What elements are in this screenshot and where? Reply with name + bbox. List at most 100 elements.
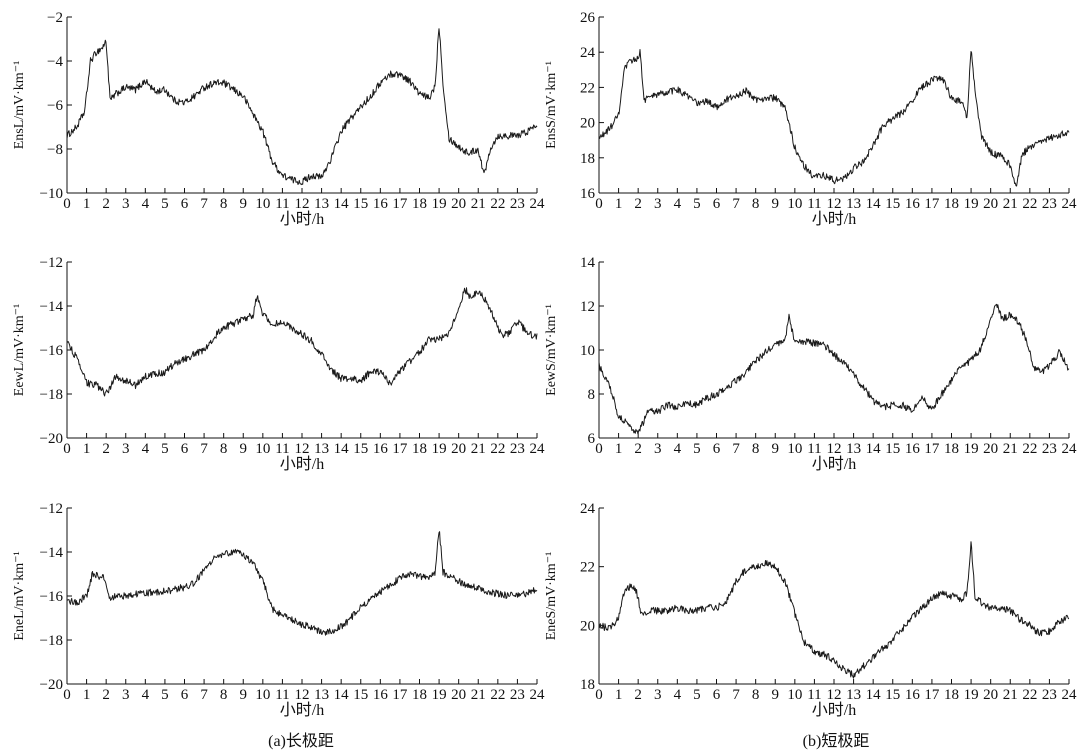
x-tick-label: 4 [142,441,150,457]
x-tick-label: 22 [1022,441,1037,457]
x-tick-label: 7 [200,441,208,457]
y-tick-label: −20 [40,431,63,447]
x-tick-label: 10 [787,441,802,457]
x-tick-label: 24 [530,441,546,457]
x-tick-label: 19 [432,441,447,457]
x-tick-label: 21 [1003,441,1018,457]
y-tick-label: 22 [580,80,595,96]
x-tick-label: 12 [827,687,842,703]
y-tick-label: 20 [580,618,595,634]
y-tick-label: −16 [40,589,64,605]
x-tick-label: 23 [1042,196,1057,212]
x-tick-label: 11 [807,687,821,703]
x-axis-title: 小时/h [280,701,324,719]
x-tick-label: 17 [924,687,940,703]
y-tick-label: 26 [580,10,596,26]
x-tick-label: 23 [1042,441,1057,457]
x-tick-label: 10 [255,196,270,212]
x-tick-label: 1 [83,196,91,212]
x-tick-label: 3 [654,196,662,212]
x-tick-label: 0 [63,687,71,703]
x-tick-label: 16 [905,196,921,212]
x-tick-label: 17 [924,196,940,212]
y-axis-title: EnsL/mV·km⁻¹ [12,61,27,150]
x-tick-label: 21 [1003,687,1018,703]
chart-eewl: −20−18−16−14−120 1 2 3 4 5 6 7 8 9 10 11 12 13 14 15 16 1… [12,255,545,473]
x-tick-label: 3 [654,441,662,457]
series-line [66,28,538,186]
x-tick-label: 19 [964,196,979,212]
x-tick-label: 21 [471,687,486,703]
x-tick-label: 22 [1022,687,1037,703]
x-tick-label: 14 [866,687,882,703]
x-tick-label: 5 [161,196,169,212]
y-tick-label: 20 [580,116,595,132]
x-axis-title: 小时/h [812,701,856,719]
x-tick-label: 4 [674,441,682,457]
x-tick-label: 6 [713,196,721,212]
x-tick-label: 17 [392,441,408,457]
x-tick-label: 7 [732,196,740,212]
x-tick-label: 8 [220,687,228,703]
x-tick-label: 2 [102,196,110,212]
x-tick-label: 14 [334,687,350,703]
x-tick-label: 23 [510,687,525,703]
x-tick-label: 4 [674,196,682,212]
x-tick-label: 8 [220,441,228,457]
x-tick-label: 1 [615,687,623,703]
y-tick-label: 22 [580,560,595,576]
x-tick-label: 22 [490,196,505,212]
x-tick-label: 18 [944,441,959,457]
x-tick-label: 9 [240,687,248,703]
x-tick-label: 6 [181,196,189,212]
y-tick-label: −14 [40,299,64,315]
x-tick-label: 22 [490,441,505,457]
y-tick-label: −2 [47,10,63,26]
chart-enel: −20−18−16−14−120 1 2 3 4 5 6 7 8 9 10 11 12 13 14 15 16 1… [12,501,545,719]
x-tick-label: 1 [615,441,623,457]
x-tick-label: 15 [353,687,368,703]
x-tick-label: 1 [615,196,623,212]
y-tick-label: 24 [580,45,596,61]
x-tick-label: 15 [885,687,900,703]
x-tick-label: 6 [181,441,189,457]
x-axis-title: 小时/h [812,455,856,473]
x-tick-label: 13 [314,441,329,457]
x-tick-label: 9 [772,441,780,457]
x-tick-label: 0 [595,687,603,703]
x-tick-label: 13 [846,441,861,457]
y-tick-label: 18 [580,677,595,693]
x-tick-label: 2 [634,687,642,703]
y-tick-label: −10 [40,186,63,202]
x-tick-label: 24 [530,687,546,703]
caption-a: (a)长极距 [268,732,334,750]
x-tick-label: 3 [122,687,130,703]
y-tick-label: −16 [40,343,64,359]
x-tick-label: 0 [595,441,603,457]
x-tick-label: 22 [490,687,505,703]
series-line [598,49,1070,187]
x-tick-label: 8 [752,441,760,457]
x-tick-label: 17 [392,196,408,212]
y-tick-label: 14 [580,255,596,271]
x-tick-label: 2 [102,441,110,457]
x-tick-label: 19 [432,687,447,703]
y-tick-label: −20 [40,677,63,693]
x-tick-label: 1 [83,687,91,703]
x-tick-label: 14 [334,196,350,212]
x-tick-label: 11 [807,441,821,457]
y-tick-label: −6 [47,98,63,114]
y-tick-label: −18 [40,387,63,403]
x-tick-label: 9 [772,196,780,212]
y-tick-label: −8 [47,142,63,158]
x-tick-label: 3 [122,441,130,457]
x-tick-label: 1 [83,441,91,457]
y-tick-label: 16 [580,186,596,202]
x-tick-label: 11 [275,441,289,457]
x-tick-label: 14 [866,196,882,212]
x-tick-label: 13 [314,196,329,212]
x-tick-label: 20 [983,687,998,703]
y-axis-title: EneL/mV·km⁻¹ [12,551,27,640]
